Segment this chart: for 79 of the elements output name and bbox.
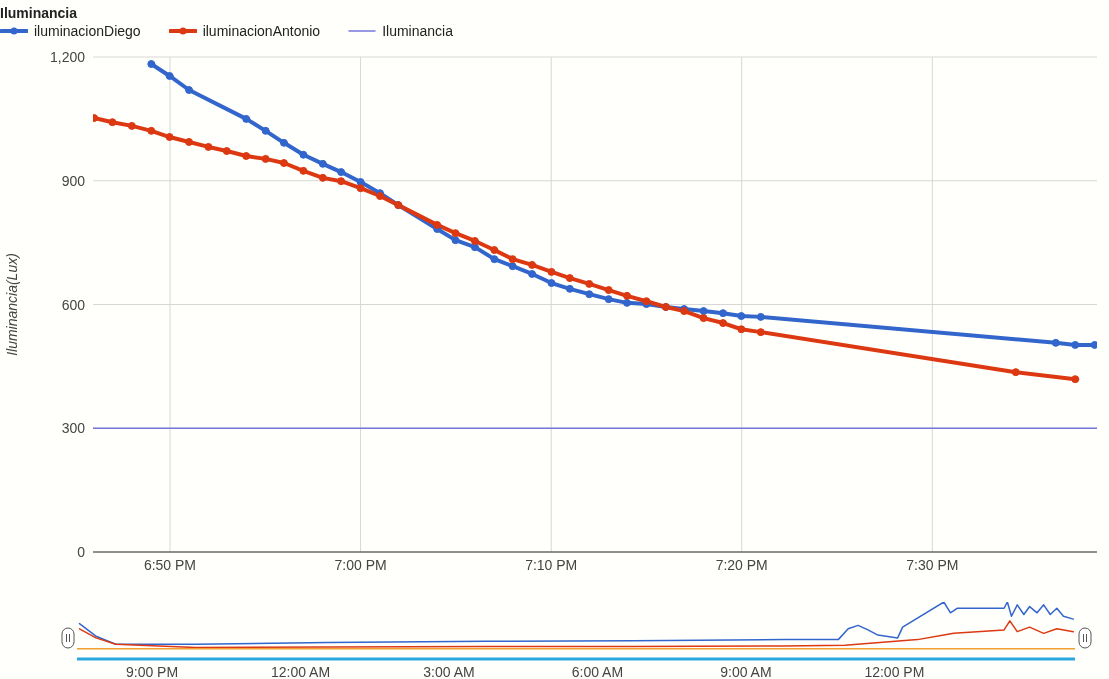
point [299,150,308,159]
point [565,284,574,293]
point [699,307,708,316]
point [261,154,270,163]
x-tick-label: 7:00 PM [334,556,387,573]
point [451,236,460,245]
point [356,184,365,193]
point [490,246,499,255]
point [547,267,556,276]
point [299,166,308,175]
y-tick-label: 900 [61,172,86,189]
point [318,159,327,168]
point [623,298,632,307]
point [756,312,765,321]
x-tick-label: 3:00 AM [423,663,475,679]
point [222,147,231,156]
x-tick-label: 7:30 PM [906,556,959,573]
point [470,236,479,245]
point [147,126,156,135]
point [528,269,537,278]
point [508,255,517,264]
x-tick-label: 7:20 PM [715,556,768,573]
chart-title: Iluminancia [0,5,78,21]
point [604,295,613,304]
point [337,168,346,177]
point [433,220,442,229]
y-tick-label: 300 [61,420,86,437]
point [356,177,365,186]
point [699,314,708,323]
point [565,274,574,283]
point [337,177,346,186]
point [604,286,613,295]
x-tick-label: 9:00 AM [720,663,772,679]
point [165,71,174,80]
y-axis-title: Iluminancia(Lux) [3,253,20,356]
point [242,152,251,160]
point [756,328,765,337]
x-tick-label: 6:50 PM [143,556,197,573]
point [451,229,460,238]
point [261,126,270,135]
point [185,86,194,94]
point [185,137,194,146]
point [147,60,156,69]
point [108,118,117,127]
x-tick-label: 12:00 AM [270,663,331,679]
point [279,159,288,168]
point [1051,338,1060,347]
point [719,319,728,328]
point [1090,340,1097,349]
point [490,255,499,264]
point [204,142,213,151]
point [470,243,479,252]
point [508,262,517,271]
point [585,279,594,288]
x-tick-label: 6:00 AM [571,663,624,679]
point [279,138,288,147]
point [528,260,537,269]
y-tick-label: 1,200 [49,49,86,65]
point [547,279,556,288]
point [165,133,174,142]
legend-label: Iluminancia [382,23,453,39]
legend-label: iluminacionAntonio [202,23,321,39]
point [242,114,251,123]
point [737,325,746,334]
point [737,312,746,321]
x-tick-label: 7:10 PM [525,556,578,573]
point [1071,340,1080,349]
point [127,121,136,130]
point [719,309,728,318]
point [1011,368,1020,377]
point [585,290,594,299]
x-tick-label: 12:00 PM [864,663,925,679]
x-tick-label: 9:00 PM [125,663,179,679]
point [623,291,632,300]
legend-label: iluminacionDiego [34,23,141,39]
point [1071,375,1080,384]
y-tick-label: 600 [61,296,86,313]
point [318,173,327,182]
y-tick-label: 0 [77,544,86,560]
